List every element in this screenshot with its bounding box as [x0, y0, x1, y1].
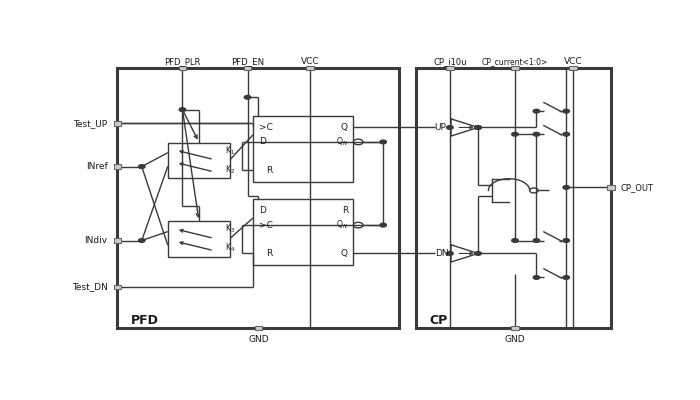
Text: INdiv: INdiv	[85, 236, 108, 245]
Bar	[113, 284, 121, 289]
Bar	[118, 68, 400, 328]
Text: GND: GND	[248, 335, 269, 344]
Text: PFD: PFD	[131, 314, 159, 327]
Text: K$_4$: K$_4$	[225, 242, 235, 254]
Text: VCC: VCC	[300, 57, 319, 66]
Circle shape	[533, 276, 540, 279]
Bar	[416, 68, 611, 328]
Text: Q$_N$: Q$_N$	[336, 219, 348, 231]
Bar	[607, 185, 615, 190]
Text: PFD_EN: PFD_EN	[231, 57, 264, 66]
Circle shape	[533, 239, 540, 242]
Circle shape	[475, 252, 482, 255]
Bar	[253, 116, 354, 182]
Circle shape	[563, 186, 570, 189]
Text: DN: DN	[435, 249, 448, 258]
Circle shape	[244, 96, 251, 99]
Bar	[511, 326, 519, 330]
Circle shape	[563, 276, 570, 279]
Text: UP: UP	[435, 123, 447, 132]
Text: R: R	[267, 166, 273, 175]
Bar	[569, 66, 577, 70]
Text: PFD_PLR: PFD_PLR	[164, 57, 201, 66]
Circle shape	[563, 109, 570, 113]
Bar	[306, 66, 314, 70]
Bar	[253, 199, 354, 265]
Text: K$_3$: K$_3$	[225, 223, 235, 235]
Text: >C: >C	[260, 123, 273, 132]
Text: VCC: VCC	[564, 57, 582, 66]
Text: R: R	[267, 249, 273, 258]
Circle shape	[475, 126, 482, 129]
Bar	[178, 66, 186, 70]
Circle shape	[179, 108, 186, 112]
Text: >C: >C	[260, 221, 273, 230]
Circle shape	[512, 132, 518, 136]
Text: D: D	[260, 206, 266, 215]
Circle shape	[563, 132, 570, 136]
Circle shape	[380, 223, 386, 227]
Text: GND: GND	[505, 335, 525, 344]
Bar	[168, 142, 230, 178]
Circle shape	[533, 132, 540, 136]
Bar	[113, 164, 121, 169]
Text: R: R	[342, 206, 348, 215]
Circle shape	[475, 126, 482, 129]
Circle shape	[447, 252, 453, 255]
Circle shape	[512, 239, 518, 242]
Bar	[446, 66, 454, 70]
Text: D: D	[260, 138, 266, 146]
Bar	[255, 326, 262, 330]
Text: Test_DN: Test_DN	[71, 282, 108, 291]
Text: INref: INref	[86, 162, 108, 171]
Text: Test_UP: Test_UP	[74, 119, 108, 128]
Text: K$_2$: K$_2$	[225, 163, 235, 176]
Text: Q: Q	[341, 249, 348, 258]
Circle shape	[380, 140, 386, 144]
Circle shape	[139, 239, 145, 242]
Text: CP_OUT: CP_OUT	[621, 183, 654, 192]
Circle shape	[447, 126, 453, 129]
Bar	[168, 222, 230, 257]
Circle shape	[563, 239, 570, 242]
Text: CP_i10u: CP_i10u	[433, 57, 467, 66]
Bar	[113, 238, 121, 243]
Text: CP: CP	[429, 314, 447, 327]
Text: CP_current<1:0>: CP_current<1:0>	[482, 57, 548, 66]
Circle shape	[139, 165, 145, 168]
Text: Q: Q	[341, 123, 348, 132]
Bar	[244, 66, 251, 70]
Text: Q$_N$: Q$_N$	[336, 136, 348, 148]
Text: K$_1$: K$_1$	[225, 144, 235, 156]
Circle shape	[533, 109, 540, 113]
Bar	[511, 66, 519, 70]
Bar	[113, 121, 121, 126]
